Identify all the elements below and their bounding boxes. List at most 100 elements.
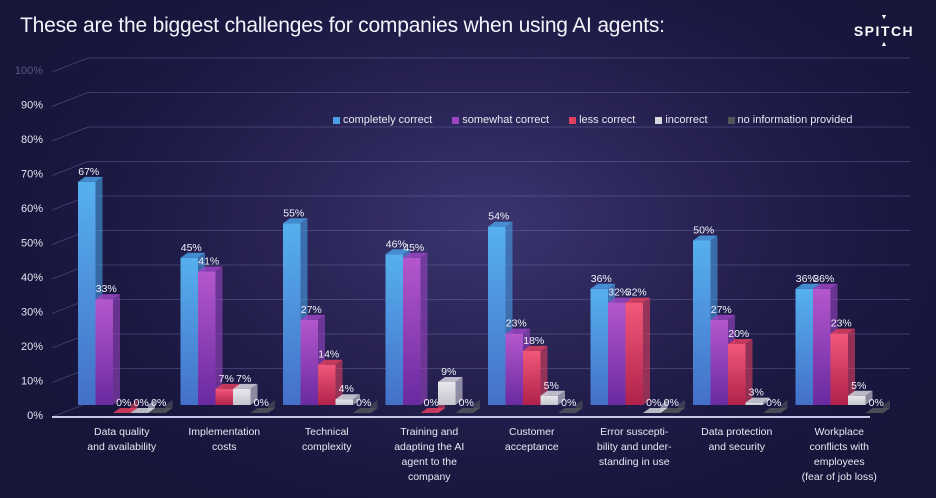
data-label: 0% bbox=[646, 397, 661, 409]
spitch-logo: ▼ SPITCH ▲ bbox=[852, 14, 916, 48]
x-category-label: Data quality and availability bbox=[87, 426, 157, 453]
data-label: 14% bbox=[318, 349, 339, 361]
gridline-100pct bbox=[51, 57, 910, 73]
bar-incorrect-3 bbox=[438, 376, 463, 405]
bar-front bbox=[95, 299, 113, 405]
bar-top bbox=[848, 390, 873, 396]
data-label: 0% bbox=[561, 397, 576, 409]
bar-front bbox=[505, 333, 523, 405]
bar-front bbox=[813, 288, 831, 405]
y-tick-label: 50% bbox=[21, 238, 43, 250]
bar-front bbox=[795, 288, 813, 405]
bar-top bbox=[795, 283, 820, 289]
bar-front bbox=[523, 350, 541, 405]
bar-top bbox=[763, 408, 788, 413]
legend-swatch bbox=[452, 116, 460, 124]
bar-side bbox=[335, 359, 343, 405]
data-label: 0% bbox=[151, 397, 166, 409]
y-tick-label: 60% bbox=[21, 203, 43, 215]
bar-top bbox=[198, 266, 223, 272]
bar-top bbox=[865, 408, 890, 413]
bar-top bbox=[130, 408, 155, 413]
data-label: 0% bbox=[664, 397, 679, 409]
data-label: 23% bbox=[506, 318, 527, 330]
x-category-label: Workplace conflicts with employees (fear… bbox=[801, 426, 877, 483]
bar-top bbox=[215, 383, 240, 389]
y-tick-label: 0% bbox=[27, 410, 43, 422]
x-category-label: Implementation costs bbox=[188, 426, 261, 453]
bar-front bbox=[830, 333, 848, 405]
bar-top bbox=[113, 408, 138, 413]
bar-incorrect-2 bbox=[335, 394, 360, 405]
bar-side bbox=[250, 383, 258, 405]
x-category-label: Customer acceptance bbox=[504, 426, 559, 453]
bar-no-information-provided-6 bbox=[763, 400, 788, 413]
data-label: 4% bbox=[339, 383, 354, 395]
bar-top bbox=[78, 176, 103, 182]
data-label: 36% bbox=[591, 273, 612, 285]
bar-top bbox=[148, 408, 173, 413]
bar-side bbox=[848, 328, 855, 405]
x-category-label: Technical complexity bbox=[301, 426, 352, 453]
data-label: 0% bbox=[356, 397, 371, 409]
bar-front bbox=[335, 399, 353, 405]
bar-side bbox=[455, 376, 463, 405]
legend-swatch bbox=[655, 116, 663, 124]
data-label: 36% bbox=[813, 273, 834, 285]
data-label: 33% bbox=[96, 283, 117, 295]
data-label: 0% bbox=[254, 397, 269, 409]
bar-front bbox=[590, 288, 608, 405]
bar-front bbox=[78, 181, 96, 405]
legend-label: less correct bbox=[579, 114, 636, 126]
bar-top bbox=[505, 328, 530, 334]
y-tick-label: 30% bbox=[21, 307, 43, 319]
legend-label: somewhat correct bbox=[462, 114, 550, 126]
legend-item: incorrect bbox=[655, 114, 708, 126]
bar-side bbox=[763, 397, 770, 405]
bar-less-correct-2 bbox=[318, 359, 343, 405]
bar-incorrect-6 bbox=[745, 397, 770, 405]
data-label: 9% bbox=[441, 366, 456, 378]
gridline-70pct bbox=[51, 161, 910, 176]
data-label: 20% bbox=[728, 328, 749, 340]
bar-top bbox=[233, 383, 258, 389]
bar-front bbox=[385, 254, 403, 405]
bar-top bbox=[558, 408, 583, 413]
bar-front bbox=[540, 395, 558, 405]
bar-top bbox=[660, 408, 685, 413]
bar-incorrect-4 bbox=[540, 390, 565, 405]
bar-front bbox=[710, 319, 728, 405]
legend-item: completely correct bbox=[333, 114, 432, 126]
bar-front bbox=[300, 319, 318, 405]
bar-front bbox=[745, 402, 763, 405]
data-label: 18% bbox=[523, 335, 544, 347]
bar-less-correct-0 bbox=[113, 400, 138, 413]
bar-front bbox=[283, 223, 301, 405]
bar-side bbox=[540, 345, 548, 405]
data-label: 3% bbox=[749, 387, 764, 399]
bar-less-correct-7 bbox=[830, 328, 855, 405]
bar-front bbox=[318, 364, 336, 405]
bar-top bbox=[608, 297, 633, 303]
bar-no-information-provided-0 bbox=[148, 400, 173, 413]
bar-no-information-provided-2 bbox=[353, 400, 378, 413]
bar-incorrect-0 bbox=[130, 400, 155, 413]
bar-top bbox=[455, 408, 480, 413]
bar-no-information-provided-7 bbox=[865, 400, 890, 413]
gridline-0pct bbox=[51, 402, 89, 418]
data-label: 0% bbox=[766, 397, 781, 409]
chart-legend: completely correct somewhat correct less c… bbox=[333, 114, 852, 126]
bar-top bbox=[590, 283, 615, 289]
gridline-90pct bbox=[51, 92, 910, 107]
bar-top bbox=[693, 235, 718, 241]
bar-incorrect-1 bbox=[233, 383, 258, 405]
legend-item: less correct bbox=[569, 114, 635, 126]
bar-somewhat-correct-0 bbox=[95, 294, 120, 405]
legend-label: completely correct bbox=[343, 114, 433, 126]
bar-less-correct-6 bbox=[728, 339, 753, 405]
data-label: 32% bbox=[608, 287, 629, 299]
data-label: 0% bbox=[116, 397, 131, 409]
bar-top bbox=[180, 252, 205, 258]
bar-somewhat-correct-3 bbox=[403, 252, 428, 405]
bar-front bbox=[438, 381, 456, 405]
